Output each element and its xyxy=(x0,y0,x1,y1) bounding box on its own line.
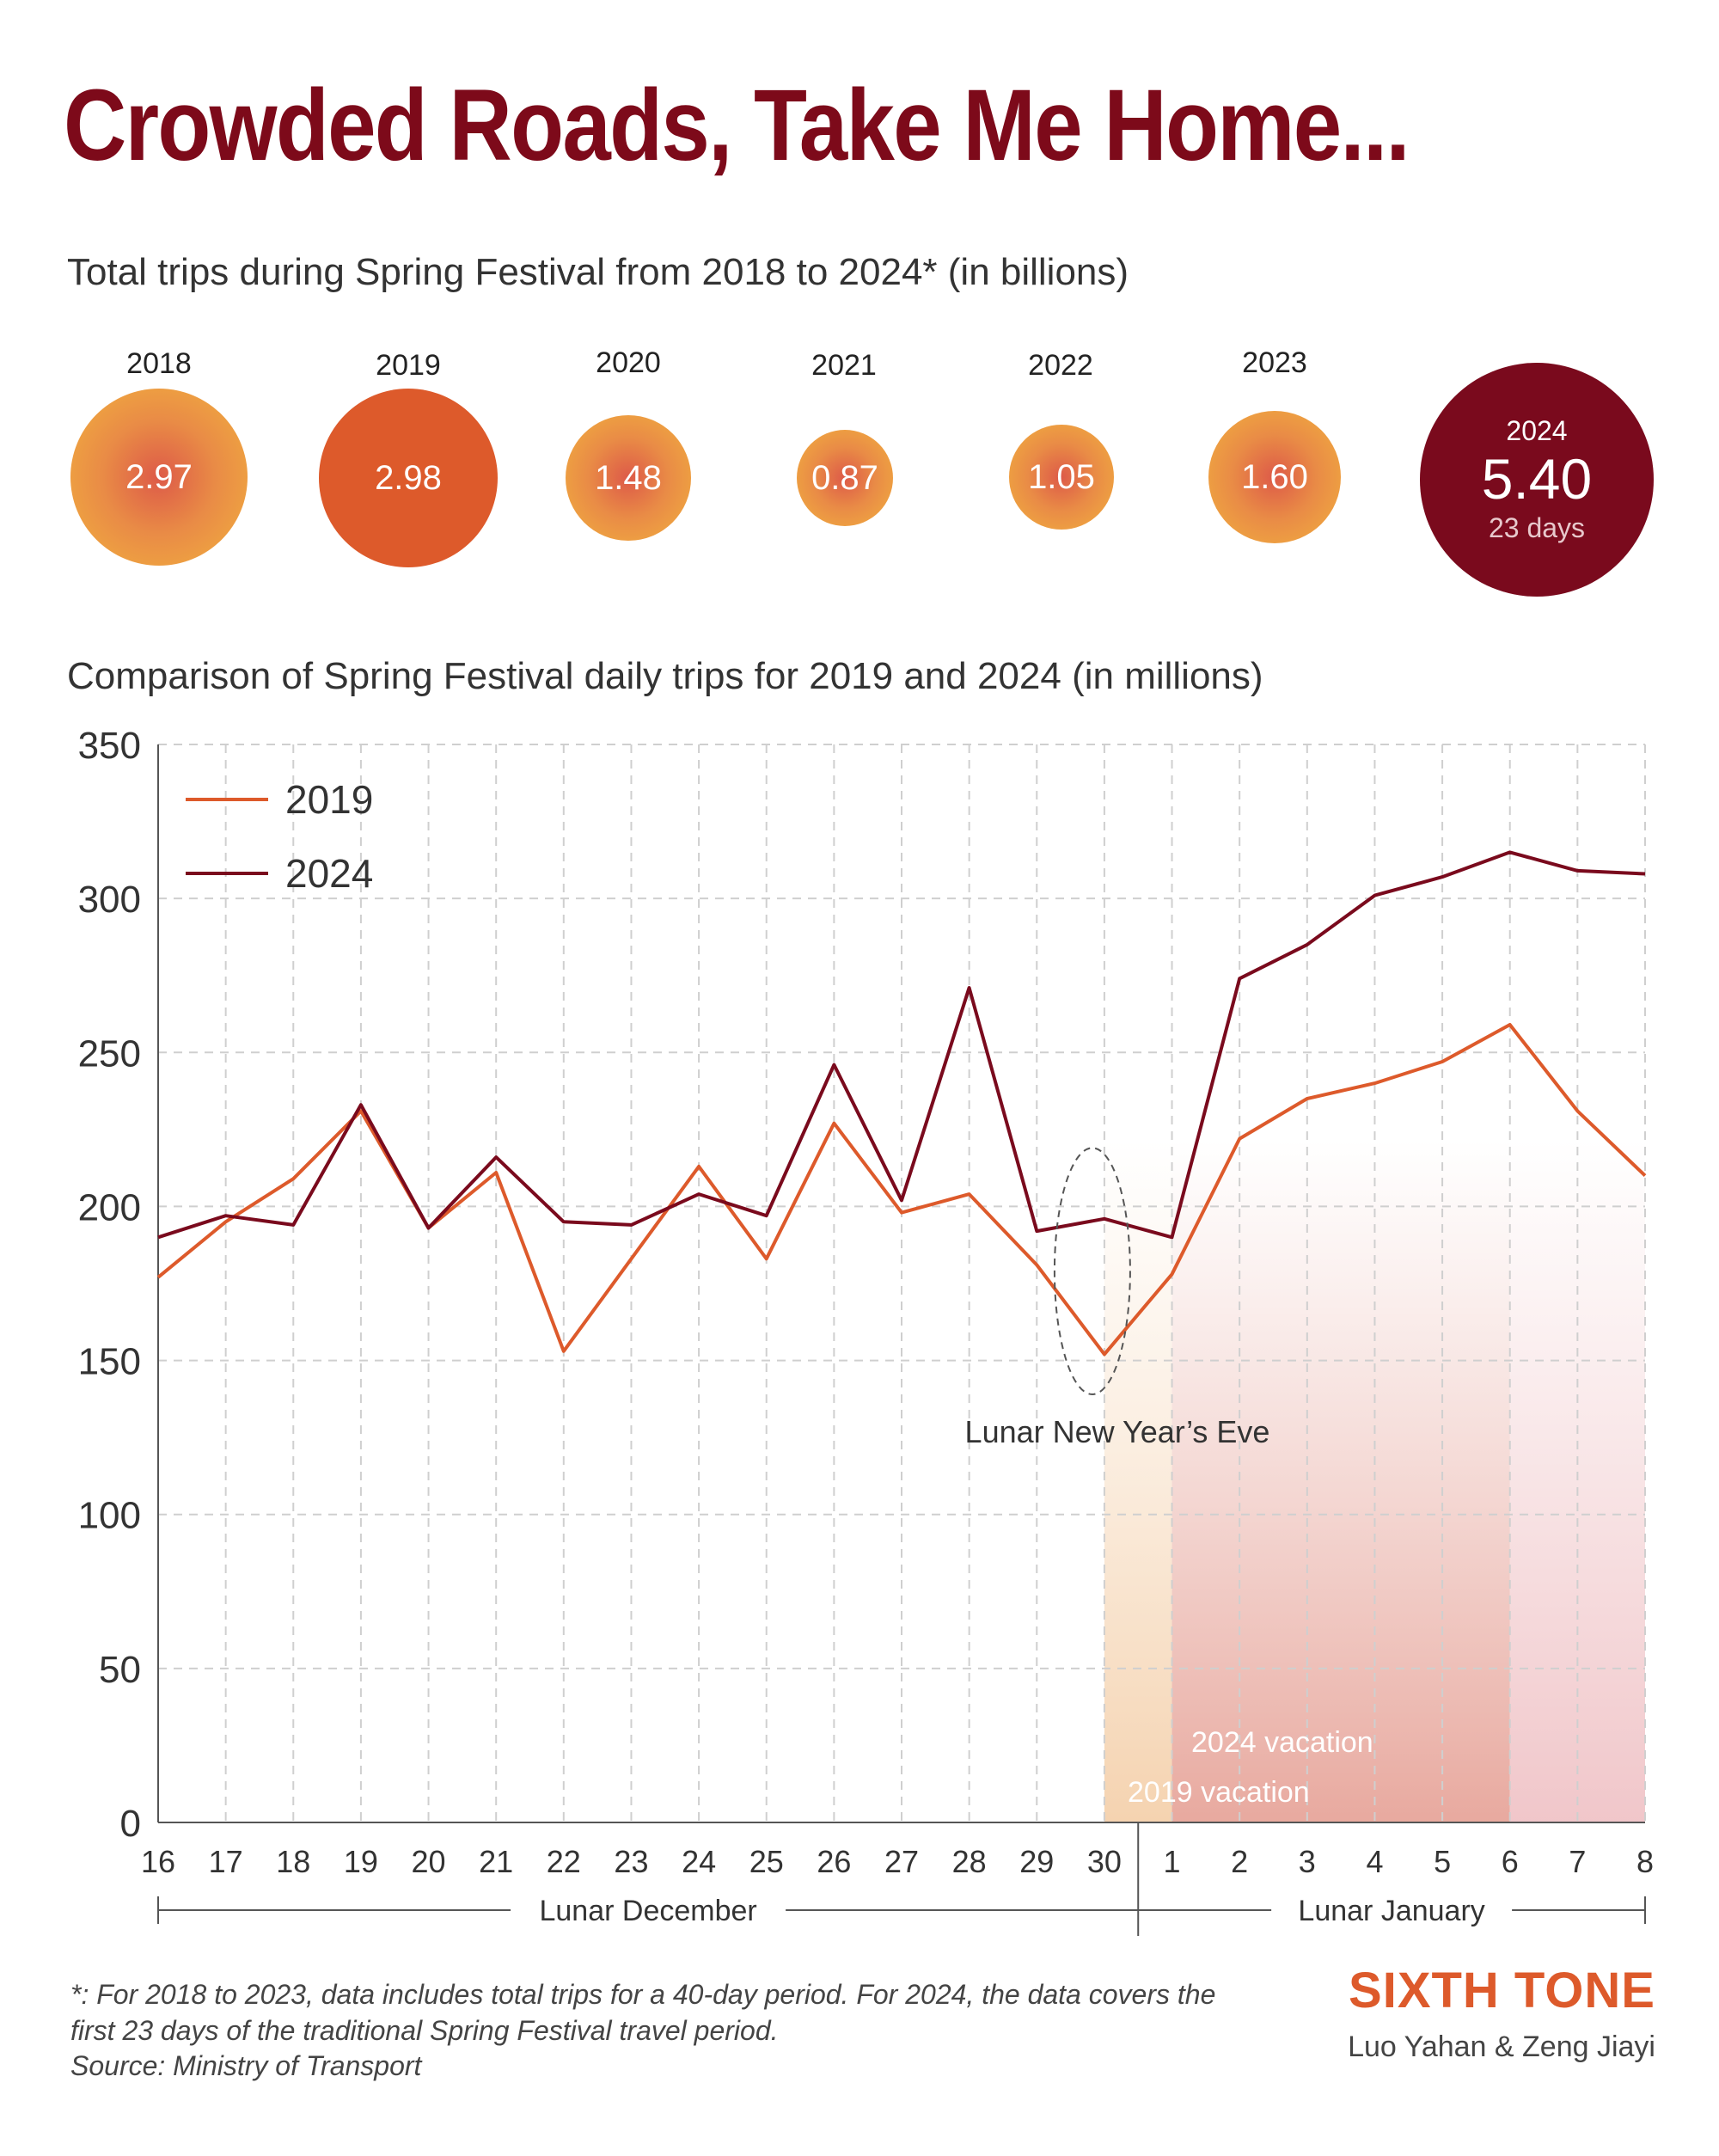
bubble-note-2024: 23 days xyxy=(1488,511,1586,543)
x-tick-label: 6 xyxy=(1502,1844,1519,1879)
x-tick-label: 29 xyxy=(1019,1844,1054,1879)
bubble-year-2022: 2022 xyxy=(1028,349,1093,382)
bubble-year-2020: 2020 xyxy=(596,346,661,379)
x-tick-label: 2 xyxy=(1231,1844,1248,1879)
x-tick-label: 18 xyxy=(276,1844,310,1879)
bubble-year-2019: 2019 xyxy=(376,349,441,382)
y-tick-label: 150 xyxy=(78,1341,141,1383)
x-tick-label: 27 xyxy=(884,1844,919,1879)
brand-logo: SIXTH TONE xyxy=(1349,1963,1655,2018)
x-tick-label: 8 xyxy=(1636,1844,1654,1879)
bubble-year-2018: 2018 xyxy=(126,347,192,380)
x-tick-label: 3 xyxy=(1299,1844,1316,1879)
vacation-2024-label: 2024 vacation xyxy=(1191,1726,1373,1759)
y-tick-label: 100 xyxy=(78,1495,141,1537)
group-label-december: Lunar December xyxy=(539,1895,756,1927)
bubble-2024: 2024 5.40 23 days xyxy=(1420,363,1654,597)
y-tick-label: 300 xyxy=(78,879,141,921)
x-tick-label: 7 xyxy=(1569,1844,1586,1879)
legend-label-2024: 2024 xyxy=(285,851,373,896)
bubbles-title: Total trips during Spring Festival from … xyxy=(67,251,1129,293)
x-tick-label: 22 xyxy=(547,1844,581,1879)
bubble-year-2024: 2024 xyxy=(1506,415,1568,447)
footnote-line-1: *: For 2018 to 2023, data includes total… xyxy=(70,1979,1216,2010)
eve-highlight-ellipse xyxy=(1053,1147,1131,1395)
eve-annotation: Lunar New Year’s Eve xyxy=(965,1414,1270,1449)
bubble-value-2019: 2.98 xyxy=(375,458,442,497)
bubble-2018: 2.97 xyxy=(70,389,248,566)
byline: Luo Yahan & Zeng Jiayi xyxy=(1348,2030,1655,2063)
bubble-value-2020: 1.48 xyxy=(595,458,662,497)
y-tick-label: 350 xyxy=(78,725,141,767)
vacation-2019-band xyxy=(1104,1140,1172,1822)
y-tick-label: 0 xyxy=(120,1803,141,1845)
bubble-value-2023: 1.60 xyxy=(1241,457,1308,496)
footnote: *: For 2018 to 2023, data includes total… xyxy=(70,1977,1215,2085)
x-tick-label: 4 xyxy=(1366,1844,1383,1879)
x-tick-label: 24 xyxy=(682,1844,716,1879)
vacation-2019-label: 2019 vacation xyxy=(1128,1776,1310,1809)
bubble-2023: 1.60 xyxy=(1208,411,1341,543)
bubble-2021: 0.87 xyxy=(797,430,893,526)
y-tick-label: 200 xyxy=(78,1186,141,1228)
footnote-line-2: first 23 days of the traditional Spring … xyxy=(70,2014,779,2046)
source-note: Source: Ministry of Transport xyxy=(70,2050,422,2082)
x-tick-label: 23 xyxy=(614,1844,648,1879)
bubble-value-2024: 5.40 xyxy=(1481,447,1593,511)
vacation-2024-band xyxy=(1171,1140,1510,1822)
x-tick-label: 16 xyxy=(141,1844,175,1879)
x-tick-label: 20 xyxy=(412,1844,446,1879)
x-tick-label: 28 xyxy=(952,1844,987,1879)
series-line-2024 xyxy=(157,850,1646,1240)
x-tick-label: 30 xyxy=(1087,1844,1122,1879)
x-tick-label: 25 xyxy=(749,1844,784,1879)
y-tick-label: 50 xyxy=(99,1649,141,1691)
legend-label-2019: 2019 xyxy=(285,777,373,822)
chart-title: Comparison of Spring Festival daily trip… xyxy=(67,655,1263,697)
bubble-2022: 1.05 xyxy=(1009,425,1114,530)
page-title: Crowded Roads, Take Me Home... xyxy=(64,69,1410,182)
bubble-year-2023: 2023 xyxy=(1242,346,1307,379)
x-tick-label: 17 xyxy=(209,1844,243,1879)
x-tick-label: 19 xyxy=(344,1844,378,1879)
y-tick-label: 250 xyxy=(78,1032,141,1075)
group-label-january: Lunar January xyxy=(1298,1895,1484,1927)
x-tick-label: 21 xyxy=(479,1844,513,1879)
x-tick-label: 26 xyxy=(817,1844,851,1879)
bubble-value-2022: 1.05 xyxy=(1028,457,1095,496)
x-tick-label: 1 xyxy=(1164,1844,1181,1879)
x-tick-label: 5 xyxy=(1434,1844,1451,1879)
bubble-2020: 1.48 xyxy=(566,415,691,541)
bubble-2019: 2.98 xyxy=(319,389,498,567)
bubble-value-2021: 0.87 xyxy=(811,458,878,497)
bubble-year-2021: 2021 xyxy=(811,349,877,382)
bubble-value-2018: 2.97 xyxy=(125,457,193,496)
